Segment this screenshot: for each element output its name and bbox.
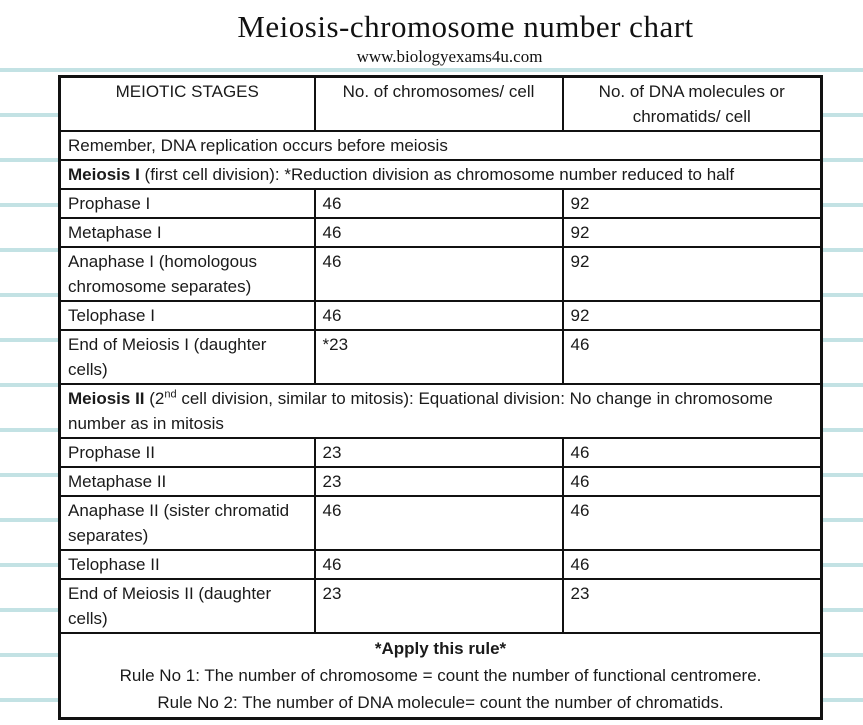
stage-cell: End of Meiosis I (daughter cells)	[58, 329, 316, 385]
dna-cell: 46	[561, 437, 823, 468]
chromosomes-cell: 23	[313, 578, 564, 634]
table-row: End of Meiosis I (daughter cells) *23 46	[58, 329, 823, 385]
stage-cell: Prophase I	[58, 188, 316, 219]
chromosomes-cell: 46	[313, 300, 564, 331]
table-header-row: MEIOTIC STAGES No. of chromosomes/ cell …	[58, 75, 823, 132]
section-heading-meiosis-1: Meiosis I (first cell division): *Reduct…	[58, 159, 823, 190]
table-row: Metaphase II 23 46	[58, 466, 823, 497]
meiosis-table: MEIOTIC STAGES No. of chromosomes/ cell …	[58, 75, 823, 720]
dna-cell: 92	[561, 188, 823, 219]
page-header: Meiosis-chromosome number chart www.biol…	[0, 8, 863, 67]
chromosomes-cell: 46	[313, 549, 564, 580]
note-row: Remember, DNA replication occurs before …	[58, 130, 823, 161]
table-row: Prophase II 23 46	[58, 437, 823, 468]
stage-cell: Metaphase II	[58, 466, 316, 497]
footer-cell: *Apply this rule* Rule No 1: The number …	[58, 632, 823, 720]
table-row: Anaphase II (sister chromatid separates)…	[58, 495, 823, 551]
section-2-description-pre: (2	[144, 389, 165, 408]
chromosomes-cell: *23	[313, 329, 564, 385]
chromosomes-cell: 46	[313, 217, 564, 248]
section-heading-meiosis-2: Meiosis II (2nd cell division, similar t…	[58, 383, 823, 439]
stage-cell: Telophase I	[58, 300, 316, 331]
stage-cell: End of Meiosis II (daughter cells)	[58, 578, 316, 634]
page-title: Meiosis-chromosome number chart	[237, 9, 694, 44]
dna-cell: 46	[561, 549, 823, 580]
dna-cell: 46	[561, 495, 823, 551]
chromosomes-cell: 46	[313, 495, 564, 551]
apply-rule-heading: *Apply this rule*	[374, 639, 507, 658]
dna-cell: 46	[561, 466, 823, 497]
rule-2: Rule No 2: The number of DNA molecule= c…	[157, 693, 724, 712]
rule-1: Rule No 1: The number of chromosome = co…	[119, 666, 762, 685]
stage-cell: Metaphase I	[58, 217, 316, 248]
chromosomes-cell: 23	[313, 466, 564, 497]
dna-cell: 23	[561, 578, 823, 634]
table-row: Anaphase I (homologous chromosome separa…	[58, 246, 823, 302]
ordinal-superscript: nd	[164, 388, 177, 401]
table-row: Metaphase I 46 92	[58, 217, 823, 248]
dna-cell: 92	[561, 300, 823, 331]
section-1-title: Meiosis I	[68, 165, 140, 184]
note-cell: Remember, DNA replication occurs before …	[58, 130, 823, 161]
stage-cell: Anaphase I (homologous chromosome separa…	[58, 246, 316, 302]
col-header-chromosomes-per-cell: No. of chromosomes/ cell	[313, 75, 564, 132]
section-1-description: (first cell division): *Reduction divisi…	[139, 165, 735, 184]
page-subtitle: www.biologyexams4u.com	[356, 47, 543, 66]
meiosis-table-container: MEIOTIC STAGES No. of chromosomes/ cell …	[58, 75, 823, 720]
chromosomes-cell: 23	[313, 437, 564, 468]
chromosomes-cell: 46	[313, 246, 564, 302]
table-row: Prophase I 46 92	[58, 188, 823, 219]
footer-row: *Apply this rule* Rule No 1: The number …	[58, 632, 823, 720]
table-row: End of Meiosis II (daughter cells) 23 23	[58, 578, 823, 634]
col-header-dna-per-cell: No. of DNA molecules or chromatids/ cell	[561, 75, 823, 132]
stage-cell: Prophase II	[58, 437, 316, 468]
section-1-heading-cell: Meiosis I (first cell division): *Reduct…	[58, 159, 823, 190]
table-row: Telophase II 46 46	[58, 549, 823, 580]
table-row: Telophase I 46 92	[58, 300, 823, 331]
stage-cell: Anaphase II (sister chromatid separates)	[58, 495, 316, 551]
section-2-heading-cell: Meiosis II (2nd cell division, similar t…	[58, 383, 823, 439]
stage-cell: Telophase II	[58, 549, 316, 580]
chromosomes-cell: 46	[313, 188, 564, 219]
dna-cell: 92	[561, 246, 823, 302]
col-header-meiotic-stages: MEIOTIC STAGES	[58, 75, 316, 132]
section-2-title: Meiosis II	[68, 389, 145, 408]
dna-cell: 92	[561, 217, 823, 248]
dna-cell: 46	[561, 329, 823, 385]
